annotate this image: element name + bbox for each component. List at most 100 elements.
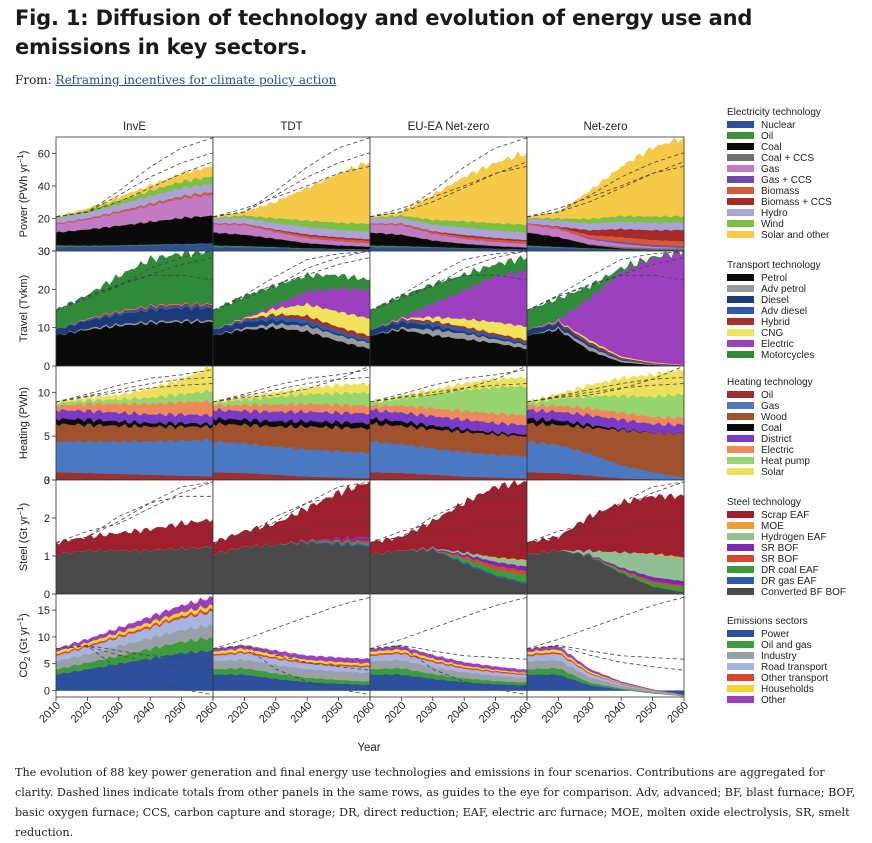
legend-swatch-moe bbox=[727, 522, 754, 529]
dashed-total-eu-ea-net-zero bbox=[212, 152, 371, 218]
row-travel: 0 10 20 30 Travel (Tvkm) bbox=[18, 246, 685, 373]
legend-label-cng: CNG bbox=[761, 328, 783, 339]
legend-swatch-gas-ccs bbox=[727, 176, 754, 183]
legend-swatch-solar-and-other bbox=[727, 231, 754, 238]
legend-label-oil: Oil bbox=[761, 131, 773, 142]
dashed-total-tdt bbox=[55, 481, 214, 544]
dashed-total-eu-ea-net-zero bbox=[55, 152, 214, 218]
dashed-total-net-zero bbox=[369, 495, 527, 544]
legend-swatch-dr-coal-eaf bbox=[727, 566, 754, 573]
dashed-total-tdt bbox=[369, 274, 528, 311]
y-tick-label: 60 bbox=[38, 148, 50, 160]
x-tick-label: 2020 bbox=[383, 700, 409, 726]
dashed-total-inve bbox=[526, 365, 685, 403]
area-gas bbox=[55, 437, 214, 477]
legend-swatch-district bbox=[727, 435, 754, 442]
legend-swatch-motorcycles bbox=[727, 351, 754, 358]
legend-label-coal-ccs: Coal + CCS bbox=[761, 153, 814, 164]
legend-label-oil-and-gas: Oil and gas bbox=[761, 640, 812, 651]
legend-label-diesel: Diesel bbox=[761, 295, 789, 306]
panel-heating-net-zero bbox=[526, 365, 685, 481]
legend-swatch-oil bbox=[727, 132, 754, 139]
y-tick-label: 0 bbox=[44, 475, 50, 487]
dashed-total-tdt bbox=[526, 644, 685, 660]
legend-label-coal: Coal bbox=[761, 142, 782, 153]
legend-label-dr-gas-eaf: DR gas EAF bbox=[761, 576, 817, 587]
figure-title: Fig. 1: Diffusion of technology and evol… bbox=[15, 6, 753, 59]
article-link[interactable]: Reframing incentives for climate policy … bbox=[55, 73, 337, 87]
panel-steel-tdt bbox=[212, 479, 371, 595]
legend-label-hydrogen-eaf: Hydrogen EAF bbox=[761, 532, 827, 543]
dashed-total-eu-ea-net-zero bbox=[212, 377, 371, 403]
x-tick-label: 2010 bbox=[37, 700, 63, 726]
figure-caption: The evolution of 88 key power generation… bbox=[15, 766, 856, 839]
dashed-total-eu-ea-net-zero bbox=[526, 152, 685, 218]
panel-co2-net-zero bbox=[526, 593, 685, 698]
legend-swatch-diesel bbox=[727, 296, 754, 303]
x-tick-label: 2060 bbox=[665, 700, 691, 726]
legend-label-motorcycles: Motorcycles bbox=[761, 350, 814, 361]
dashed-total-inve bbox=[369, 519, 528, 544]
panel-frame bbox=[526, 593, 685, 698]
dashed-total-eu-ea-net-zero bbox=[526, 481, 685, 544]
dashed-total-net-zero bbox=[369, 250, 528, 311]
legend-title: Steel technology bbox=[727, 497, 801, 508]
legend-label-gas: Gas bbox=[761, 164, 779, 175]
legend-swatch-electric bbox=[727, 340, 754, 347]
y-tick-label: 0 bbox=[44, 686, 50, 698]
legend-label-adv-diesel: Adv diesel bbox=[761, 306, 807, 317]
legend-title: Electricity technology bbox=[727, 107, 821, 118]
legend-label-adv-petrol: Adv petrol bbox=[761, 284, 806, 295]
x-tick-label: 2040 bbox=[289, 700, 315, 726]
legend-label-biomass: Biomass bbox=[761, 186, 799, 197]
legend-title: Emissions sectors bbox=[727, 616, 808, 627]
legend-swatch-other-transport bbox=[727, 674, 754, 681]
dashed-total-net-zero bbox=[55, 369, 214, 403]
legend-swatch-nuclear bbox=[727, 121, 754, 128]
panel-travel-net-zero bbox=[526, 248, 685, 367]
x-tick-label: 2060 bbox=[351, 700, 377, 726]
dashed-total-tdt bbox=[55, 383, 214, 403]
legend-power: Electricity technology NuclearOilCoalCoal… bbox=[727, 107, 832, 241]
legend-swatch-other bbox=[727, 696, 754, 703]
panel-power-tdt bbox=[212, 136, 371, 252]
x-axis: 2010 2020 2030 2040 2050 2060 2020 2030 2040 2050… bbox=[37, 697, 691, 725]
x-axis-label: Year bbox=[357, 742, 380, 754]
y-tick-label: 5 bbox=[44, 431, 50, 443]
legend-swatch-cng bbox=[727, 329, 754, 336]
x-tick-label: 2050 bbox=[634, 700, 660, 726]
legend-swatch-oil-and-gas bbox=[727, 641, 754, 648]
dashed-total-eu-ea-net-zero bbox=[55, 377, 214, 403]
legend-label-other-transport: Other transport bbox=[761, 673, 828, 684]
legend-swatch-adv-petrol bbox=[727, 285, 754, 292]
dashed-total-tdt bbox=[526, 481, 685, 544]
x-tick-label: 2020 bbox=[226, 700, 252, 726]
x-tick-label: 2050 bbox=[320, 700, 346, 726]
y-tick-label: 30 bbox=[38, 246, 50, 258]
area-converted-bf-bof bbox=[55, 545, 214, 595]
panel-co2-tdt bbox=[212, 593, 371, 698]
legend-swatch-sr-bof bbox=[727, 544, 754, 551]
panel-power-net-zero bbox=[526, 136, 685, 252]
legend-label-hybrid: Hybrid bbox=[761, 317, 790, 328]
y-tick-label: 15 bbox=[38, 605, 50, 617]
x-tick-label: 2030 bbox=[571, 700, 597, 726]
dashed-total-eu-ea-net-zero bbox=[212, 481, 371, 544]
legend-label-electric: Electric bbox=[761, 445, 794, 456]
legend-swatch-solar bbox=[727, 468, 754, 475]
legend-label-sr-bof: SR BOF bbox=[761, 554, 798, 565]
legend-label-dr-coal-eaf: DR coal EAF bbox=[761, 565, 819, 576]
legend-swatch-dr-gas-eaf bbox=[727, 577, 754, 584]
legend-label-nuclear: Nuclear bbox=[761, 120, 796, 131]
legend-label-households: Households bbox=[761, 684, 814, 695]
y-tick-label: 40 bbox=[38, 181, 50, 193]
dashed-total-tdt bbox=[369, 383, 528, 403]
panel-travel-eu-ea-net-zero bbox=[369, 250, 528, 367]
legend-label-other: Other bbox=[761, 695, 787, 706]
x-tick-label: 2030 bbox=[257, 700, 283, 726]
legend-label-solar: Solar bbox=[761, 467, 785, 478]
x-tick-label: 2040 bbox=[132, 700, 158, 726]
legend-label-oil: Oil bbox=[761, 390, 773, 401]
